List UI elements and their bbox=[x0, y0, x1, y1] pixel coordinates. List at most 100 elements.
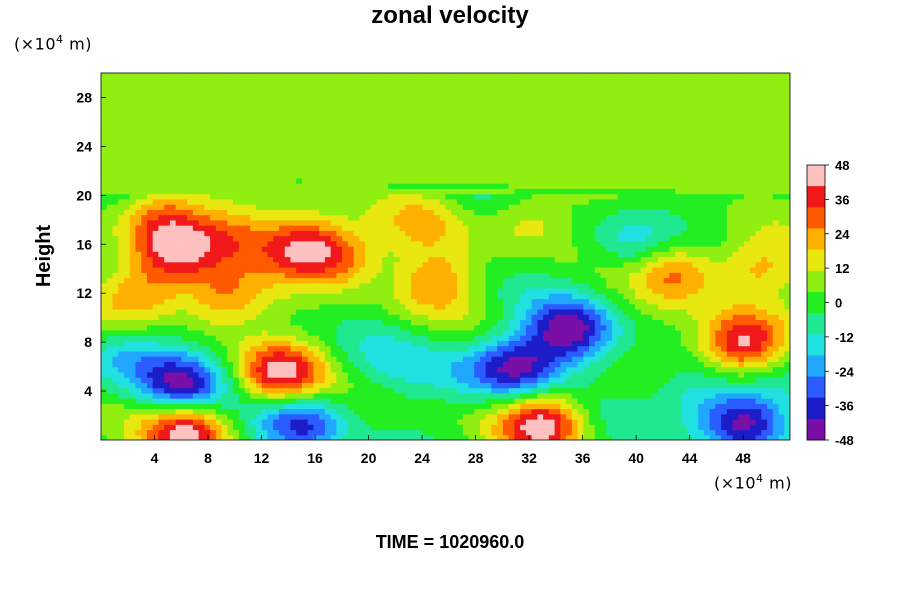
heatmap-cell bbox=[284, 246, 292, 252]
heatmap-cell bbox=[376, 319, 383, 326]
heatmap-cell bbox=[594, 225, 602, 231]
heatmap-cell bbox=[169, 287, 177, 294]
heatmap-cell bbox=[497, 324, 504, 331]
heatmap-cell bbox=[589, 403, 596, 410]
heatmap-cell bbox=[594, 419, 602, 425]
heatmap-cell bbox=[474, 272, 481, 279]
heatmap-cell bbox=[388, 340, 395, 347]
heatmap-cell bbox=[537, 419, 544, 425]
heatmap-cell bbox=[663, 335, 671, 341]
heatmap-cell bbox=[175, 413, 182, 420]
heatmap-cell bbox=[422, 251, 429, 258]
heatmap-cell bbox=[537, 246, 544, 252]
heatmap-cell bbox=[169, 429, 177, 436]
heatmap-cell bbox=[485, 225, 493, 231]
heatmap-cell bbox=[204, 256, 211, 263]
heatmap-cell bbox=[290, 266, 297, 273]
heatmap-cell bbox=[485, 413, 493, 420]
heatmap-cell bbox=[106, 277, 114, 284]
heatmap-cell bbox=[376, 345, 383, 352]
heatmap-cell bbox=[210, 350, 217, 357]
heatmap-cell bbox=[181, 429, 188, 436]
heatmap-cell bbox=[278, 298, 286, 305]
heatmap-cell bbox=[290, 225, 297, 231]
heatmap-cell bbox=[749, 329, 757, 336]
heatmap-cell bbox=[233, 282, 240, 289]
heatmap-cell bbox=[479, 350, 487, 357]
heatmap-cell bbox=[652, 366, 659, 373]
heatmap-cell bbox=[778, 324, 785, 331]
heatmap-cell bbox=[307, 266, 315, 273]
heatmap-cell bbox=[589, 298, 596, 305]
heatmap-cell bbox=[525, 419, 533, 425]
heatmap-cell bbox=[468, 387, 475, 394]
heatmap-cell bbox=[307, 256, 315, 263]
heatmap-cell bbox=[181, 377, 188, 383]
heatmap-cell bbox=[146, 335, 154, 341]
heatmap-cell bbox=[296, 293, 303, 300]
heatmap-cell bbox=[543, 240, 550, 247]
heatmap-cell bbox=[123, 319, 131, 326]
heatmap-cell bbox=[709, 419, 716, 425]
heatmap-cell bbox=[330, 314, 338, 321]
heatmap-cell bbox=[652, 408, 659, 415]
heatmap-cell bbox=[612, 230, 619, 237]
heatmap-cell bbox=[612, 403, 619, 410]
heatmap-cell bbox=[640, 324, 648, 331]
heatmap-cell bbox=[652, 335, 659, 341]
heatmap-cell bbox=[152, 340, 160, 347]
heatmap-cell bbox=[485, 293, 493, 300]
heatmap-cell bbox=[353, 324, 360, 331]
heatmap-cell bbox=[560, 287, 567, 294]
heatmap-cell bbox=[353, 277, 360, 284]
heatmap-cell bbox=[101, 340, 108, 347]
heatmap-cell bbox=[152, 277, 160, 284]
heatmap-cell bbox=[324, 282, 332, 289]
heatmap-cell bbox=[244, 350, 251, 357]
heatmap-cell bbox=[233, 366, 240, 373]
heatmap-cell bbox=[548, 387, 556, 394]
heatmap-cell bbox=[778, 377, 785, 383]
heatmap-cell bbox=[112, 434, 119, 440]
heatmap-cell bbox=[210, 277, 217, 284]
heatmap-cell bbox=[267, 251, 274, 258]
heatmap-cell bbox=[198, 419, 205, 425]
heatmap-cell bbox=[187, 277, 194, 284]
heatmap-cell bbox=[589, 308, 596, 315]
heatmap-cell bbox=[267, 408, 274, 415]
heatmap-cell bbox=[267, 398, 274, 404]
heatmap-cell bbox=[336, 230, 343, 237]
heatmap-cell bbox=[606, 335, 613, 341]
heatmap-cell bbox=[152, 361, 160, 368]
heatmap-cell bbox=[491, 308, 498, 315]
heatmap-cell bbox=[106, 398, 114, 404]
heatmap-cell bbox=[548, 419, 556, 425]
heatmap-cell bbox=[370, 429, 378, 436]
heatmap-cell bbox=[617, 371, 625, 378]
heatmap-cell bbox=[284, 424, 292, 431]
heatmap-cell bbox=[543, 287, 550, 294]
heatmap-cell bbox=[118, 392, 125, 399]
heatmap-cell bbox=[169, 366, 177, 373]
heatmap-cell bbox=[118, 314, 125, 321]
heatmap-cell bbox=[267, 377, 274, 383]
heatmap-cell bbox=[445, 340, 452, 347]
heatmap-cell bbox=[755, 261, 762, 268]
heatmap-cell bbox=[405, 230, 412, 237]
heatmap-cell bbox=[353, 429, 360, 436]
heatmap-cell bbox=[296, 392, 303, 399]
heatmap-cell bbox=[187, 398, 194, 404]
heatmap-cell bbox=[456, 382, 464, 389]
heatmap-cell bbox=[537, 335, 544, 341]
heatmap-cell bbox=[129, 350, 137, 357]
heatmap-cell bbox=[732, 356, 739, 362]
heatmap-cell bbox=[744, 240, 751, 247]
heatmap-cell bbox=[732, 230, 739, 237]
heatmap-cell bbox=[606, 324, 613, 331]
heatmap-cell bbox=[273, 382, 280, 389]
heatmap-cell bbox=[101, 434, 108, 440]
heatmap-cell bbox=[336, 429, 343, 436]
heatmap-cell bbox=[709, 335, 716, 341]
heatmap-cell bbox=[646, 230, 653, 237]
heatmap-cell bbox=[405, 382, 412, 389]
